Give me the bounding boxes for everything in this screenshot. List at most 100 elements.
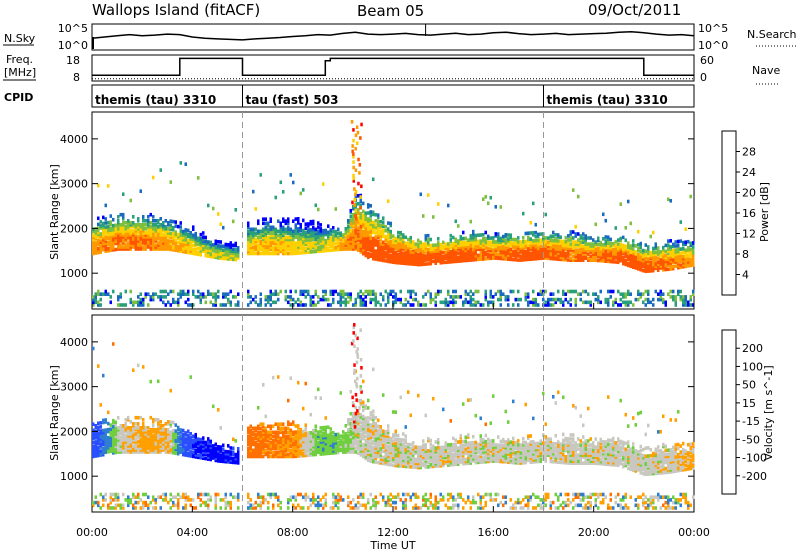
vel-cell [117, 495, 120, 499]
power-cell [99, 224, 102, 228]
power-cell [199, 300, 202, 305]
vel-cell [122, 436, 125, 440]
power-cell [94, 233, 97, 237]
power-cell [352, 231, 355, 235]
vel-cell [112, 420, 115, 425]
power-cell [232, 243, 235, 248]
power-cell [122, 229, 125, 233]
power-cell [567, 254, 570, 258]
vel-cell [177, 506, 180, 510]
power-cell [552, 256, 555, 261]
power-cell [272, 231, 275, 236]
vel-cell [292, 503, 295, 508]
power-cell [607, 257, 610, 262]
power-cell [449, 239, 452, 244]
power-cell [109, 222, 112, 226]
power-cell [152, 215, 155, 219]
power-cell [409, 242, 412, 246]
vel-cell [179, 436, 182, 440]
power-cell [447, 203, 450, 208]
power-cell [172, 242, 175, 246]
vel-cell [159, 506, 162, 510]
power-cell [354, 229, 357, 233]
power-cell [692, 247, 695, 251]
power-cell [137, 225, 140, 229]
power-cell [429, 255, 432, 260]
power-cell [204, 253, 207, 258]
power-cell [589, 254, 592, 258]
power-cell [607, 249, 610, 254]
power-cell [252, 251, 255, 256]
power-cell [114, 227, 117, 232]
power-cell [514, 243, 517, 248]
power-cell [127, 247, 130, 251]
vel-cell [309, 453, 312, 457]
power-cell [332, 246, 335, 250]
power-cell [569, 246, 572, 250]
vel-cell [267, 436, 270, 441]
vel-cell [307, 431, 310, 435]
power-cell [487, 234, 490, 239]
vel-cell [184, 506, 187, 510]
power-cell [674, 264, 677, 268]
power-cell [619, 297, 622, 302]
vel-cell [262, 500, 265, 505]
vel-cell [234, 460, 237, 465]
power-cell [479, 233, 482, 237]
power-cell [262, 235, 265, 240]
power-cell [589, 246, 592, 250]
vel-cell [137, 500, 140, 505]
vel-cell [262, 440, 265, 445]
power-cell [147, 233, 150, 237]
power-cell [97, 238, 100, 243]
power-cell [92, 251, 95, 256]
power-cell [292, 241, 295, 246]
power-cell [479, 251, 482, 255]
power-cell [234, 255, 237, 260]
vel-cell [154, 446, 157, 450]
power-cell [297, 227, 300, 231]
power-cell [427, 239, 430, 244]
power-cell [657, 292, 660, 296]
power-cell [524, 243, 527, 248]
power-cell [554, 297, 557, 302]
power-cell [479, 241, 482, 245]
vel-cell [277, 495, 280, 499]
power-cell [654, 246, 657, 251]
power-cell [372, 254, 375, 259]
power-cell [452, 245, 455, 250]
power-cell [364, 247, 367, 252]
power-cell [447, 256, 450, 260]
power-cell [132, 229, 135, 233]
power-cell [402, 237, 405, 241]
power-cell [489, 248, 492, 252]
vel-cell [259, 436, 262, 441]
power-cell [357, 295, 360, 299]
vel-cell [162, 428, 165, 432]
vel-cell [299, 433, 302, 438]
power-cell [374, 300, 377, 305]
power-cell [457, 247, 460, 251]
vel-cell [322, 435, 325, 440]
vel-cell [194, 455, 197, 459]
power-cell [677, 249, 680, 254]
vel-cell [292, 450, 295, 455]
vel-cell [309, 435, 312, 439]
power-cell [689, 253, 692, 258]
vel-cell [147, 448, 150, 452]
power-cell [274, 251, 277, 256]
power-cell [452, 241, 455, 246]
power-cell [562, 239, 565, 244]
power-cell [99, 220, 102, 224]
power-cell [402, 239, 405, 243]
vel-cell [212, 444, 215, 448]
vel-cell [157, 420, 160, 424]
power-cell [637, 289, 640, 294]
cpid-row: themis (tau) 3310 tau (fast) 503 themis (t… [95, 85, 668, 107]
power-cell [682, 242, 685, 247]
power-cell [494, 205, 497, 209]
power-cell [439, 300, 442, 305]
vel-cell [177, 451, 180, 456]
power-cell [464, 289, 467, 294]
power-cell [214, 243, 217, 248]
